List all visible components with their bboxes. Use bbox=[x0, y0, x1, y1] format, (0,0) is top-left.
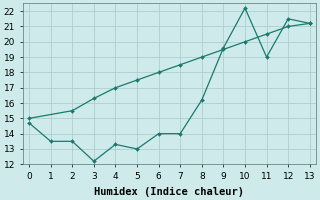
X-axis label: Humidex (Indice chaleur): Humidex (Indice chaleur) bbox=[94, 186, 244, 197]
